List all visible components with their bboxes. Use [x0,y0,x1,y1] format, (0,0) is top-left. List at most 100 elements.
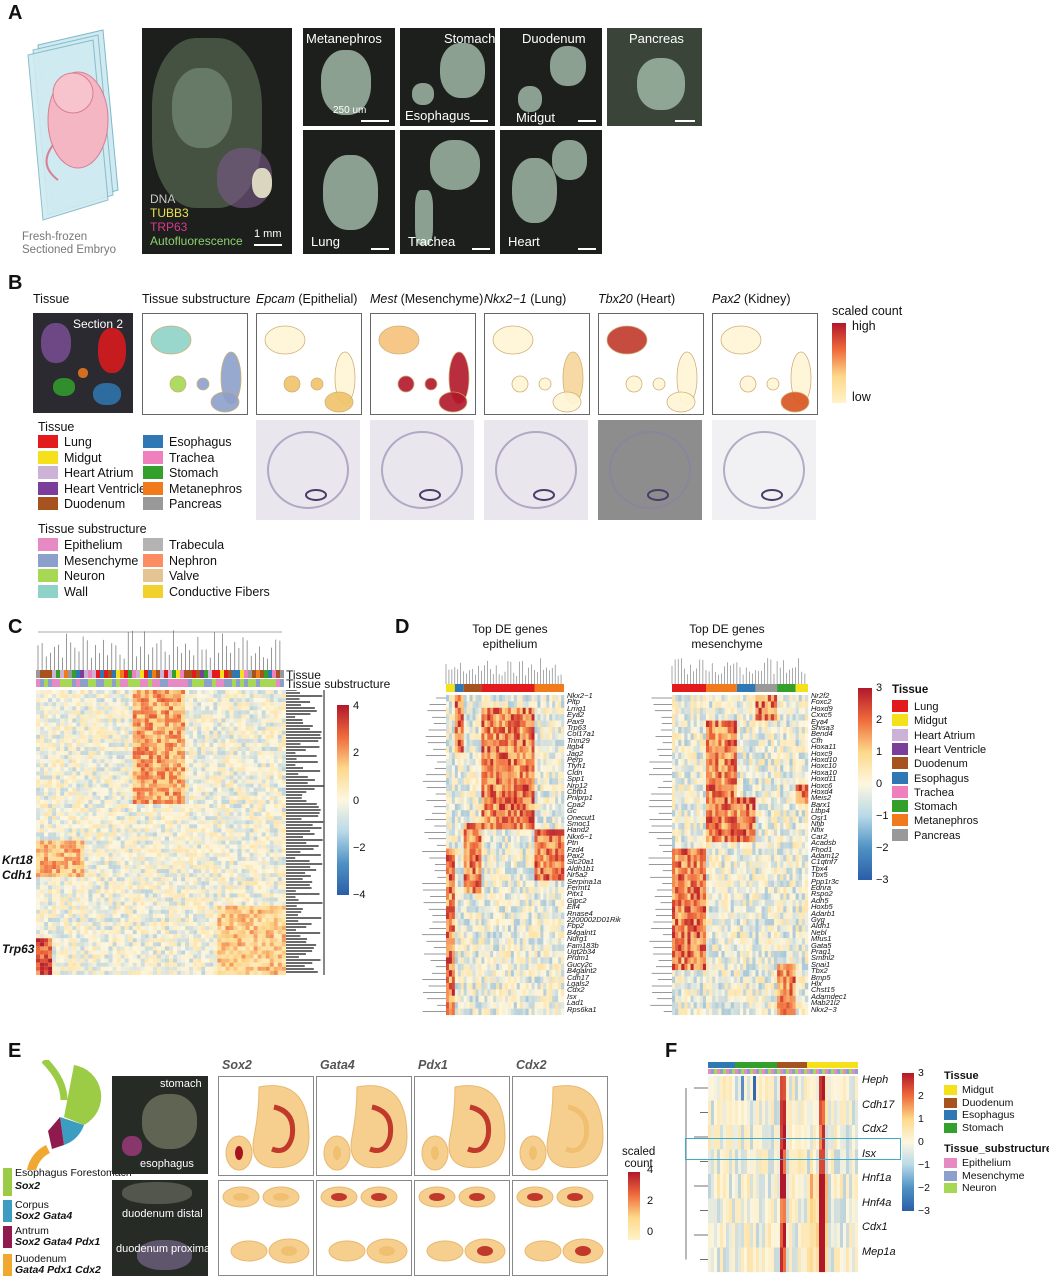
e-colorbar [628,1172,640,1240]
panel-label-d: D [395,616,409,639]
d-right-title-line: Top DE genes [672,622,782,637]
d-left-title-line: Top DE genes [455,622,565,637]
substructure-legend-title: Tissue substructure [38,522,147,536]
d-legend-item: Heart Ventricle [892,743,986,756]
legend-swatch [143,569,163,582]
legend-swatch [944,1123,957,1133]
legend-label: Trachea [914,787,954,799]
e-legend-swatch [3,1168,12,1196]
e-spatial-tile [512,1180,608,1276]
legend-label: Trabecula [169,538,224,552]
legend-swatch [892,700,908,712]
legend-label: Duodenum [914,758,968,770]
c-gene-label: Cdh1 [2,868,32,882]
legend-swatch [892,714,908,726]
f-heatmap [676,1060,860,1275]
legend-swatch [143,482,163,495]
legend-swatch [892,814,908,826]
crop-label-trachea: Trachea [408,234,455,249]
d-legend-item: Pancreas [892,829,960,842]
e-legend-genes: Sox2 [15,1181,40,1192]
legend-label: Epithelium [962,1157,1011,1169]
legend-swatch [143,466,163,479]
f-cdx2-highlight [685,1138,901,1160]
b-column-title-gene: Nkx2−1 [484,292,527,306]
b-colorbar [832,323,846,403]
legend-swatch [38,497,58,510]
b-ish-image [598,420,702,520]
tissue-legend-item: Metanephros [143,482,242,496]
b-column-title-gene: Pax2 [712,292,741,306]
stain-label-tubb3: TUBB3 [150,206,243,220]
panel-label-b: B [8,272,22,295]
legend-swatch [38,585,58,598]
legend-label: Mesenchyme [962,1170,1024,1182]
d-legend-title: Tissue [892,684,928,696]
crop-label-esophagus: Esophagus [405,108,470,123]
legend-label: Lung [914,701,938,713]
b-column-title: Tbx20 (Heart) [598,292,675,306]
crop-duodenum: Duodenum Midgut [500,28,602,126]
c-column-dendrogram [36,628,286,670]
f-gene-label: Hnf1a [862,1172,891,1184]
b-column-title-text: (Lung) [527,292,567,306]
e-gene-title: Cdx2 [516,1058,547,1072]
legend-label: Midgut [914,715,947,727]
embryo-caption-line-1: Fresh-frozen [22,231,116,244]
crop-label-pancreas: Pancreas [629,31,684,46]
d-cb-tick: 2 [876,714,882,726]
e-gene-title: Sox2 [222,1058,252,1072]
f-gene-label: Mep1a [862,1246,896,1258]
legend-label: Esophagus [169,435,232,449]
f-gene-label: Hnf4a [862,1197,891,1209]
legend-label: Trachea [169,451,214,465]
tissue-legend-item: Duodenum [38,497,125,511]
d-cb-tick: −1 [876,810,889,822]
legend-swatch [143,497,163,510]
e-micro-label: duodenum proximal [116,1243,208,1255]
legend-label: Neuron [962,1182,996,1194]
d-colorbar [858,688,872,880]
legend-label: Duodenum [962,1097,1013,1109]
b-column-title: Nkx2−1 (Lung) [484,292,566,306]
crop-label-metanephros: Metanephros [306,31,382,46]
b-column-title-gene: Mest [370,292,397,306]
embryo-caption: Fresh-frozen Sectioned Embryo [22,231,116,257]
b-column-title: Epcam (Epithelial) [256,292,357,306]
crop-metanephros: Metanephros 250 um [303,28,395,126]
e-spatial-tile [316,1076,412,1176]
f-gene-label: Cdx1 [862,1221,888,1233]
legend-label: Stomach [962,1122,1003,1134]
b-ish-image [370,420,474,520]
legend-label: Nephron [169,554,217,568]
f-cb-tick: −2 [918,1182,930,1194]
b-scale-title: scaled count [832,304,902,318]
f-sub-legend-title: Tissue_substructure [944,1143,1049,1155]
e-legend-swatch [3,1226,12,1248]
section-2-image: Section 2 [33,313,133,413]
d-legend-item: Heart Atrium [892,729,975,742]
substructure-legend-item: Nephron [143,554,217,568]
embryo-caption-line-2: Sectioned Embryo [22,244,116,257]
crop-scalebar-label: 250 um [333,105,366,116]
b-spatial-tile [712,313,818,415]
b-ish-image [256,420,360,520]
legend-label: Wall [64,585,88,599]
panel-label-c: C [8,616,22,639]
legend-swatch [143,538,163,551]
substructure-legend-item: Valve [143,569,199,583]
e-legend-genes: Sox2 Gata4 [15,1211,72,1222]
e-scale-title-line: scaled [622,1146,655,1158]
e-spatial-tile [218,1180,314,1276]
stain-label-autofluorescence: Autofluorescence [150,234,243,248]
d-right-heatmap [632,650,812,1020]
legend-swatch [944,1158,957,1168]
legend-label: Pancreas [914,830,960,842]
e-micro-label: esophagus [140,1158,194,1170]
b-column-title: Mest (Mesenchyme) [370,292,483,306]
d-right-title: Top DE genes mesenchyme [672,622,782,652]
overview-section-image: DNA TUBB3 TRP63 Autofluorescence 1 mm [142,28,292,254]
legend-swatch [944,1085,957,1095]
c-gene-label: Trp63 [2,942,34,956]
substructure-legend-item: Wall [38,585,88,599]
